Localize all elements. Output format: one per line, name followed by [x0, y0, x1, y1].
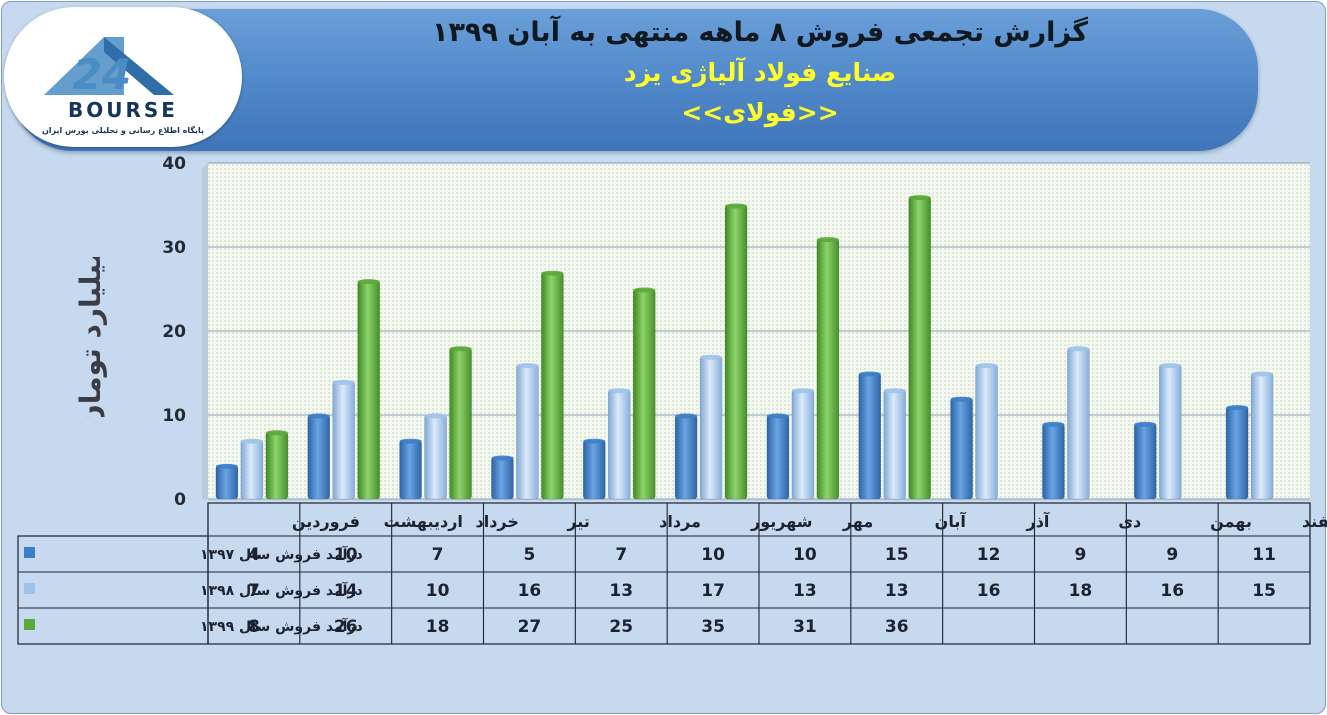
chart-title: گزارش تجمعی فروش ۸ ماهه منتهی به آبان ۱۳…	[432, 17, 1088, 48]
logo-tagline: پایگاه اطلاع رسانی و تحلیلی بورس ایران	[42, 125, 204, 136]
ticker-symbol: <<فولای>>	[681, 98, 839, 127]
logo-numerals: 24	[73, 50, 131, 99]
y-axis-title: میلیارد تومان	[74, 257, 107, 417]
company-name: صنایع فولاد آلیاژی یزد	[623, 58, 897, 87]
y-axis-title-box: میلیارد تومان	[74, 257, 107, 417]
logo-roof-icon	[104, 37, 174, 95]
logo-brand: BOURSE	[68, 98, 178, 122]
bourse24-logo: 24 BOURSE پایگاه اطلاع رسانی و تحلیلی بو…	[4, 7, 242, 147]
logo-graphic: 24 BOURSE پایگاه اطلاع رسانی و تحلیلی بو…	[42, 37, 204, 136]
